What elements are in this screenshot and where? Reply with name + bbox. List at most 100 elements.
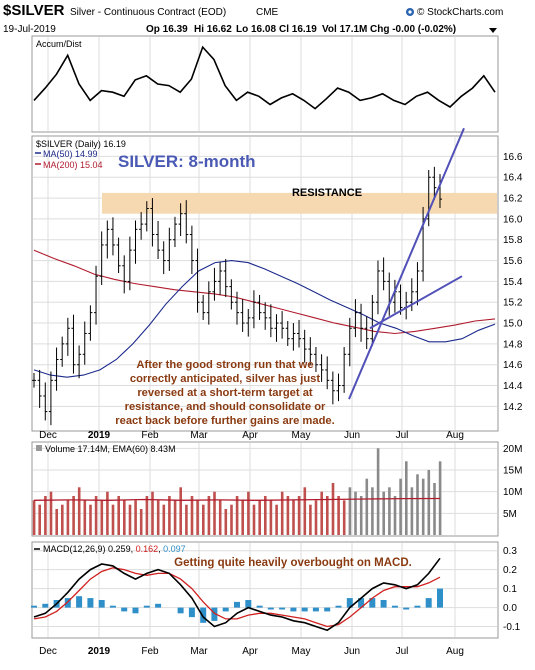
macd-hist-bar bbox=[64, 598, 71, 608]
macd-hist-bar bbox=[267, 607, 274, 610]
x-tick-label: Feb bbox=[141, 430, 159, 441]
x-tick-label: Jul bbox=[396, 646, 409, 657]
volume-y-axis: 20M 15M 10M 5M bbox=[503, 444, 522, 520]
volume-bar bbox=[365, 478, 369, 535]
annotation-note: After the good strong run that we correc… bbox=[115, 359, 334, 427]
volume-bar bbox=[185, 504, 188, 535]
annotation-line-3: reversed at a short-term target at bbox=[137, 387, 313, 399]
volume-legend: Volume 17.14M, EMA(60) 8.43M bbox=[45, 444, 176, 454]
macd-y-tick-label: 0.1 bbox=[503, 584, 517, 595]
macd-hist-bar bbox=[425, 598, 432, 608]
macd-hist-bar bbox=[369, 598, 376, 608]
volume-bar bbox=[94, 496, 98, 535]
volume-bar bbox=[168, 496, 171, 535]
dropdown-arrow-icon[interactable] bbox=[489, 28, 497, 33]
macd-hist-bar bbox=[188, 607, 195, 618]
price-y-tick-label: 15.4 bbox=[503, 277, 523, 288]
price-y-tick-label: 14.4 bbox=[503, 381, 523, 392]
price-y-tick-label: 15.0 bbox=[503, 319, 523, 330]
resistance-label: RESISTANCE bbox=[292, 187, 362, 199]
volume-y-tick-label: 5M bbox=[503, 509, 517, 520]
volume-legend-swatch bbox=[36, 445, 42, 451]
volume-ema-series bbox=[33, 497, 441, 501]
x-tick-label: Apr bbox=[242, 430, 258, 441]
volume-bar bbox=[196, 500, 199, 535]
volume-bar bbox=[320, 491, 323, 535]
price-y-tick-label: 14.8 bbox=[503, 339, 523, 350]
volume-bar bbox=[72, 496, 75, 535]
volume-bar bbox=[348, 487, 352, 535]
macd-hist-bar bbox=[42, 603, 49, 608]
volume-bar bbox=[359, 496, 363, 535]
volume-bar bbox=[382, 491, 385, 535]
volume-bar bbox=[49, 491, 53, 535]
quote-volume: Vol 17.1M bbox=[322, 24, 367, 35]
volume-bar bbox=[190, 496, 194, 535]
macd-hist-bar bbox=[109, 605, 116, 608]
macd-legend: MACD(12,26,9) 0.259, 0.162, 0.097 bbox=[43, 544, 186, 554]
volume-bar bbox=[252, 504, 256, 535]
macd-hist-bar bbox=[177, 607, 184, 614]
upper-trendline bbox=[348, 127, 465, 400]
macd-histogram bbox=[31, 588, 443, 623]
x-tick-label: Jun bbox=[344, 646, 360, 657]
accum-dist-series bbox=[33, 45, 496, 110]
x-tick-label: Apr bbox=[242, 646, 258, 657]
volume-bar bbox=[388, 487, 391, 535]
volume-bar bbox=[427, 470, 431, 535]
volume-bar bbox=[393, 496, 397, 535]
exchange-label: CME bbox=[256, 7, 279, 18]
macd-legend-value: 0.259 bbox=[108, 544, 131, 554]
price-y-tick-label: 16.6 bbox=[503, 152, 523, 163]
macd-legend-prefix: MACD(12,26,9) bbox=[43, 544, 106, 554]
price-panel bbox=[31, 135, 499, 432]
volume-y-tick-label: 10M bbox=[503, 487, 522, 498]
accum-dist-line bbox=[33, 45, 496, 110]
volume-bar bbox=[230, 504, 233, 535]
volume-bar bbox=[421, 478, 425, 535]
x-tick-label: Feb bbox=[141, 646, 159, 657]
macd-hist-bar bbox=[358, 598, 365, 608]
macd-hist-bar bbox=[245, 600, 252, 608]
x-tick-label: Dec bbox=[39, 430, 57, 441]
macd-hist-bar bbox=[143, 605, 150, 608]
macd-hist-bar bbox=[256, 605, 263, 608]
volume-bar bbox=[61, 504, 64, 535]
volume-y-tick-label: 20M bbox=[503, 444, 522, 455]
x-tick-label: Mar bbox=[190, 646, 208, 657]
volume-bar bbox=[371, 487, 374, 535]
volume-bar bbox=[123, 500, 126, 535]
volume-bar bbox=[264, 496, 267, 535]
volume-bar bbox=[128, 504, 132, 535]
volume-bar bbox=[337, 496, 340, 535]
macd-hist-bar bbox=[121, 607, 128, 612]
volume-bar bbox=[117, 496, 120, 535]
resistance-zone bbox=[102, 192, 497, 214]
x-tick-label: 2019 bbox=[88, 430, 111, 441]
volume-bar bbox=[258, 500, 261, 535]
x-tick-label: Aug bbox=[446, 430, 464, 441]
volume-bar bbox=[314, 500, 318, 535]
macd-hist-bar bbox=[324, 607, 331, 612]
volume-ema-line bbox=[33, 497, 441, 501]
ma200-series bbox=[33, 249, 496, 335]
volume-bar bbox=[376, 448, 380, 535]
macd-legend-hist: 0.097 bbox=[163, 544, 186, 554]
volume-bar bbox=[151, 491, 154, 535]
volume-bar bbox=[162, 504, 166, 535]
macd-hist-bar bbox=[437, 588, 443, 608]
macd-hist-bar bbox=[380, 600, 387, 608]
price-y-tick-label: 16.2 bbox=[503, 194, 523, 205]
price-y-tick-label: 16.0 bbox=[503, 214, 523, 225]
accum-dist-panel bbox=[31, 35, 499, 133]
volume-bar bbox=[326, 496, 329, 535]
x-tick-label: Mar bbox=[190, 430, 208, 441]
volume-y-tick-label: 15M bbox=[503, 466, 522, 477]
volume-bar bbox=[134, 500, 137, 535]
macd-hist-bar bbox=[211, 607, 218, 621]
macd-hist-bar bbox=[346, 598, 353, 608]
volume-bar bbox=[416, 474, 419, 535]
volume-bar bbox=[55, 509, 58, 535]
price-legend-series: $SILVER (Daily) 16.19 bbox=[36, 139, 126, 149]
